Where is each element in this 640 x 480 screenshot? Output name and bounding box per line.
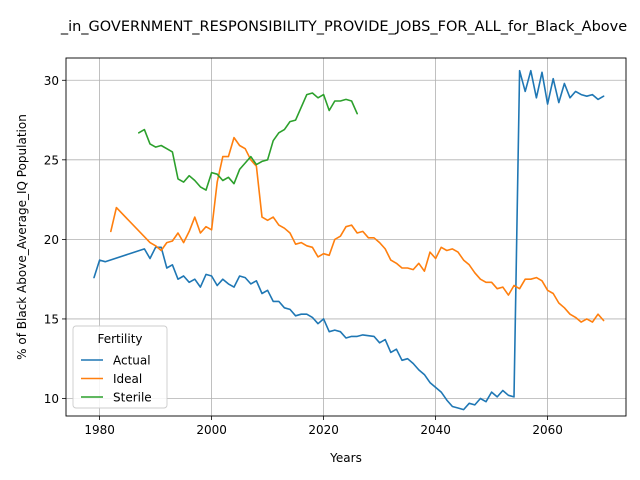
legend-label-actual: Actual xyxy=(113,354,151,368)
series-layer xyxy=(93,69,605,411)
chart-title: _in_GOVERNMENT_RESPONSIBILITY_PROVIDE_JO… xyxy=(60,19,627,35)
y-tick-label: 10 xyxy=(44,392,59,406)
legend-title: Fertility xyxy=(97,332,142,346)
y-tick-label: 25 xyxy=(44,153,59,167)
series-line-actual xyxy=(93,69,605,411)
x-tick-label: 2060 xyxy=(532,423,563,437)
series-line-ideal xyxy=(110,136,605,323)
plot-frame xyxy=(65,57,627,417)
legend-frame xyxy=(72,325,168,409)
y-tick-label: 15 xyxy=(44,312,59,326)
y-tick-label: 20 xyxy=(44,233,59,247)
series-line-sterile xyxy=(138,92,358,191)
legend: Fertility Actual Ideal Sterile xyxy=(72,325,168,409)
x-tick-label: 2020 xyxy=(308,423,339,437)
x-tick-label: 1980 xyxy=(84,423,115,437)
x-tick-label: 2040 xyxy=(420,423,451,437)
x-tick-label: 2000 xyxy=(196,423,227,437)
legend-label-sterile: Sterile xyxy=(113,391,152,405)
legend-items: Actual Ideal Sterile xyxy=(81,354,152,405)
y-axis-label: % of Black Above_Average_IQ Population xyxy=(15,114,29,360)
legend-label-ideal: Ideal xyxy=(113,372,142,386)
axis-ticks: 1980 2000 2020 2040 2060 10 15 20 25 30 xyxy=(44,74,563,437)
x-axis-label: Years xyxy=(329,451,362,465)
y-tick-label: 30 xyxy=(44,74,59,88)
